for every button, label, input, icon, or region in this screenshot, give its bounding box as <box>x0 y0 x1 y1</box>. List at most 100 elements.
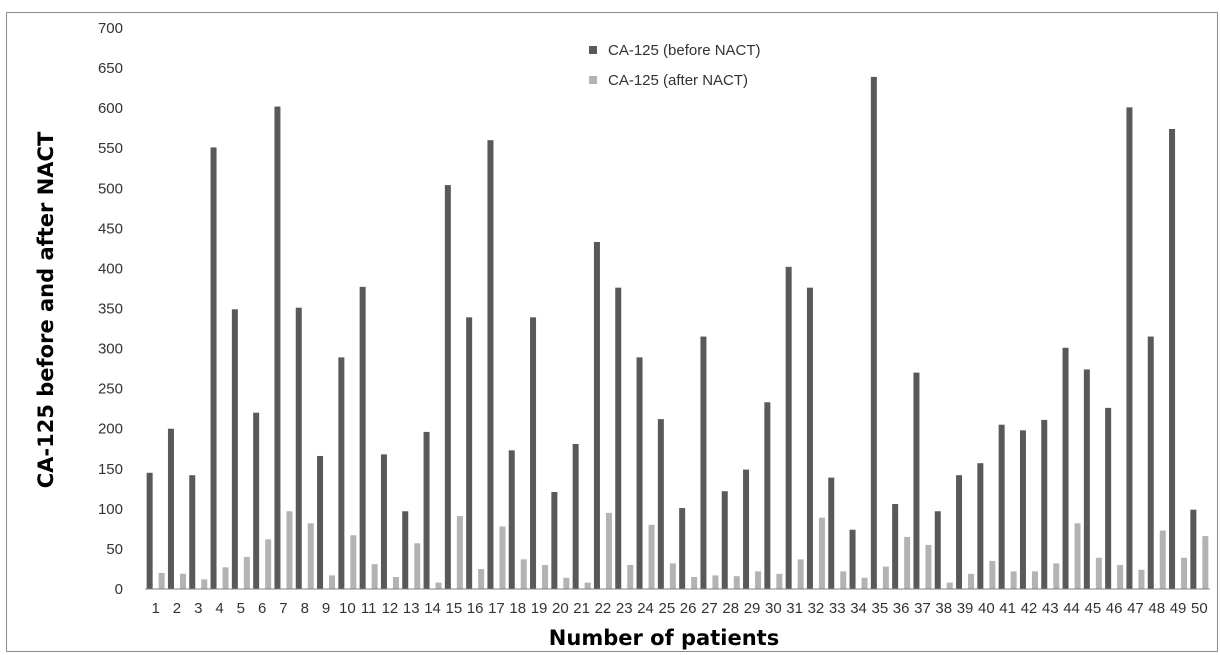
x-tick-label: 15 <box>446 600 463 617</box>
x-tick-label: 30 <box>765 600 782 617</box>
bar-after-nact <box>605 512 612 589</box>
y-axis-ticks: 0 50 100 150 200 250 300 350 400 450 500 550 600 650 7… <box>98 20 123 598</box>
bar-after-nact <box>1095 557 1102 589</box>
bar-after-nact <box>776 573 783 589</box>
x-tick-label: 14 <box>424 600 441 617</box>
y-tick-label: 400 <box>98 260 123 277</box>
bar-before-nact <box>1169 128 1176 590</box>
y-tick-label: 300 <box>98 341 123 358</box>
x-tick-label: 8 <box>301 600 309 617</box>
y-tick-label: 450 <box>98 220 123 237</box>
bar-before-nact <box>338 357 345 589</box>
bar-before-nact <box>892 504 899 589</box>
bar-before-nact <box>1147 336 1154 589</box>
bar-before-nact <box>657 419 664 589</box>
bar-before-nact <box>295 307 302 589</box>
bar-after-nact <box>499 526 506 589</box>
bar-after-nact <box>158 572 165 589</box>
bar-before-nact <box>913 372 920 589</box>
bar-before-nact <box>1105 407 1112 589</box>
x-tick-label: 43 <box>1042 600 1059 617</box>
bar-before-nact <box>1083 369 1090 589</box>
x-tick-label: 13 <box>403 600 420 617</box>
bar-after-nact <box>563 577 570 589</box>
bar-after-nact <box>627 564 634 589</box>
bar-after-nact <box>989 560 996 589</box>
bar-before-nact <box>956 475 963 589</box>
bar-before-nact <box>721 491 728 589</box>
bar-after-nact <box>861 577 868 589</box>
bar-before-nact <box>551 492 558 589</box>
bar-after-nact <box>712 575 719 589</box>
x-tick-label: 20 <box>552 600 569 617</box>
bar-after-nact <box>755 571 762 589</box>
bar-before-nact <box>189 475 196 589</box>
x-tick-label: 39 <box>957 600 974 617</box>
x-axis-title: Number of patients <box>549 626 779 650</box>
x-tick-label: 37 <box>914 600 931 617</box>
bar-before-nact <box>274 106 281 589</box>
x-tick-label: 23 <box>616 600 633 617</box>
bar-before-nact <box>764 402 771 589</box>
x-tick-label: 38 <box>935 600 952 617</box>
bar-after-nact <box>456 516 463 589</box>
bar-before-nact <box>743 469 750 589</box>
x-tick-label: 10 <box>339 600 356 617</box>
bar-after-nact <box>435 582 442 589</box>
legend-swatch-after <box>589 76 597 84</box>
x-tick-label: 35 <box>872 600 889 617</box>
x-tick-label: 41 <box>999 600 1016 617</box>
y-tick-label: 500 <box>98 180 123 197</box>
bar-before-nact <box>253 412 260 589</box>
x-axis-ticks: 1 2 3 4 5 6 7 8 9 10 11 12 13 14 15 16 17 18 19 20 21 22 23 24 2… <box>151 600 1207 617</box>
x-tick-label: 21 <box>573 600 590 617</box>
x-tick-label: 19 <box>531 600 548 617</box>
x-tick-label: 12 <box>382 600 399 617</box>
bar-after-nact <box>542 564 549 589</box>
x-tick-label: 9 <box>322 600 330 617</box>
bar-before-nact <box>572 443 579 589</box>
bar-before-nact <box>636 357 643 589</box>
legend-label-after: CA-125 (after NACT) <box>608 72 748 89</box>
bar-after-nact <box>1138 569 1145 589</box>
bar-after-nact <box>818 517 825 589</box>
x-tick-label: 34 <box>850 600 867 617</box>
bar-before-nact <box>977 463 984 589</box>
x-tick-label: 45 <box>1085 600 1102 617</box>
bar-after-nact <box>797 559 804 589</box>
bar-before-nact <box>934 511 941 589</box>
bar-before-nact <box>700 336 707 589</box>
x-tick-label: 2 <box>173 600 181 617</box>
bar-after-nact <box>840 571 847 589</box>
bar-after-nact <box>904 536 911 589</box>
x-tick-label: 1 <box>151 600 159 617</box>
bar-after-nact <box>882 566 889 589</box>
legend-swatch-before <box>589 46 597 54</box>
bar-before-nact <box>423 431 430 589</box>
x-tick-label: 48 <box>1148 600 1165 617</box>
bar-before-nact <box>849 529 856 589</box>
y-tick-label: 200 <box>98 421 123 438</box>
bar-before-nact <box>870 76 877 589</box>
bar-after-nact <box>1053 563 1060 589</box>
bar-after-nact <box>1010 571 1017 589</box>
bar-after-nact <box>1159 530 1166 589</box>
bar-after-nact <box>648 524 655 589</box>
bar-before-nact <box>1062 347 1069 589</box>
bar-before-nact <box>380 454 387 589</box>
x-tick-label: 29 <box>744 600 761 617</box>
bar-before-nact <box>1041 419 1048 589</box>
bar-before-nact <box>466 317 473 589</box>
bar-after-nact <box>179 573 186 589</box>
x-tick-label: 22 <box>595 600 612 617</box>
bar-after-nact <box>669 563 676 589</box>
bar-before-nact <box>1126 107 1133 589</box>
bar-before-nact <box>317 455 324 589</box>
x-tick-label: 44 <box>1063 600 1080 617</box>
y-tick-label: 700 <box>98 20 123 37</box>
bar-before-nact <box>806 287 813 589</box>
bar-after-nact <box>733 576 740 589</box>
x-tick-label: 27 <box>701 600 718 617</box>
x-tick-label: 50 <box>1191 600 1208 617</box>
